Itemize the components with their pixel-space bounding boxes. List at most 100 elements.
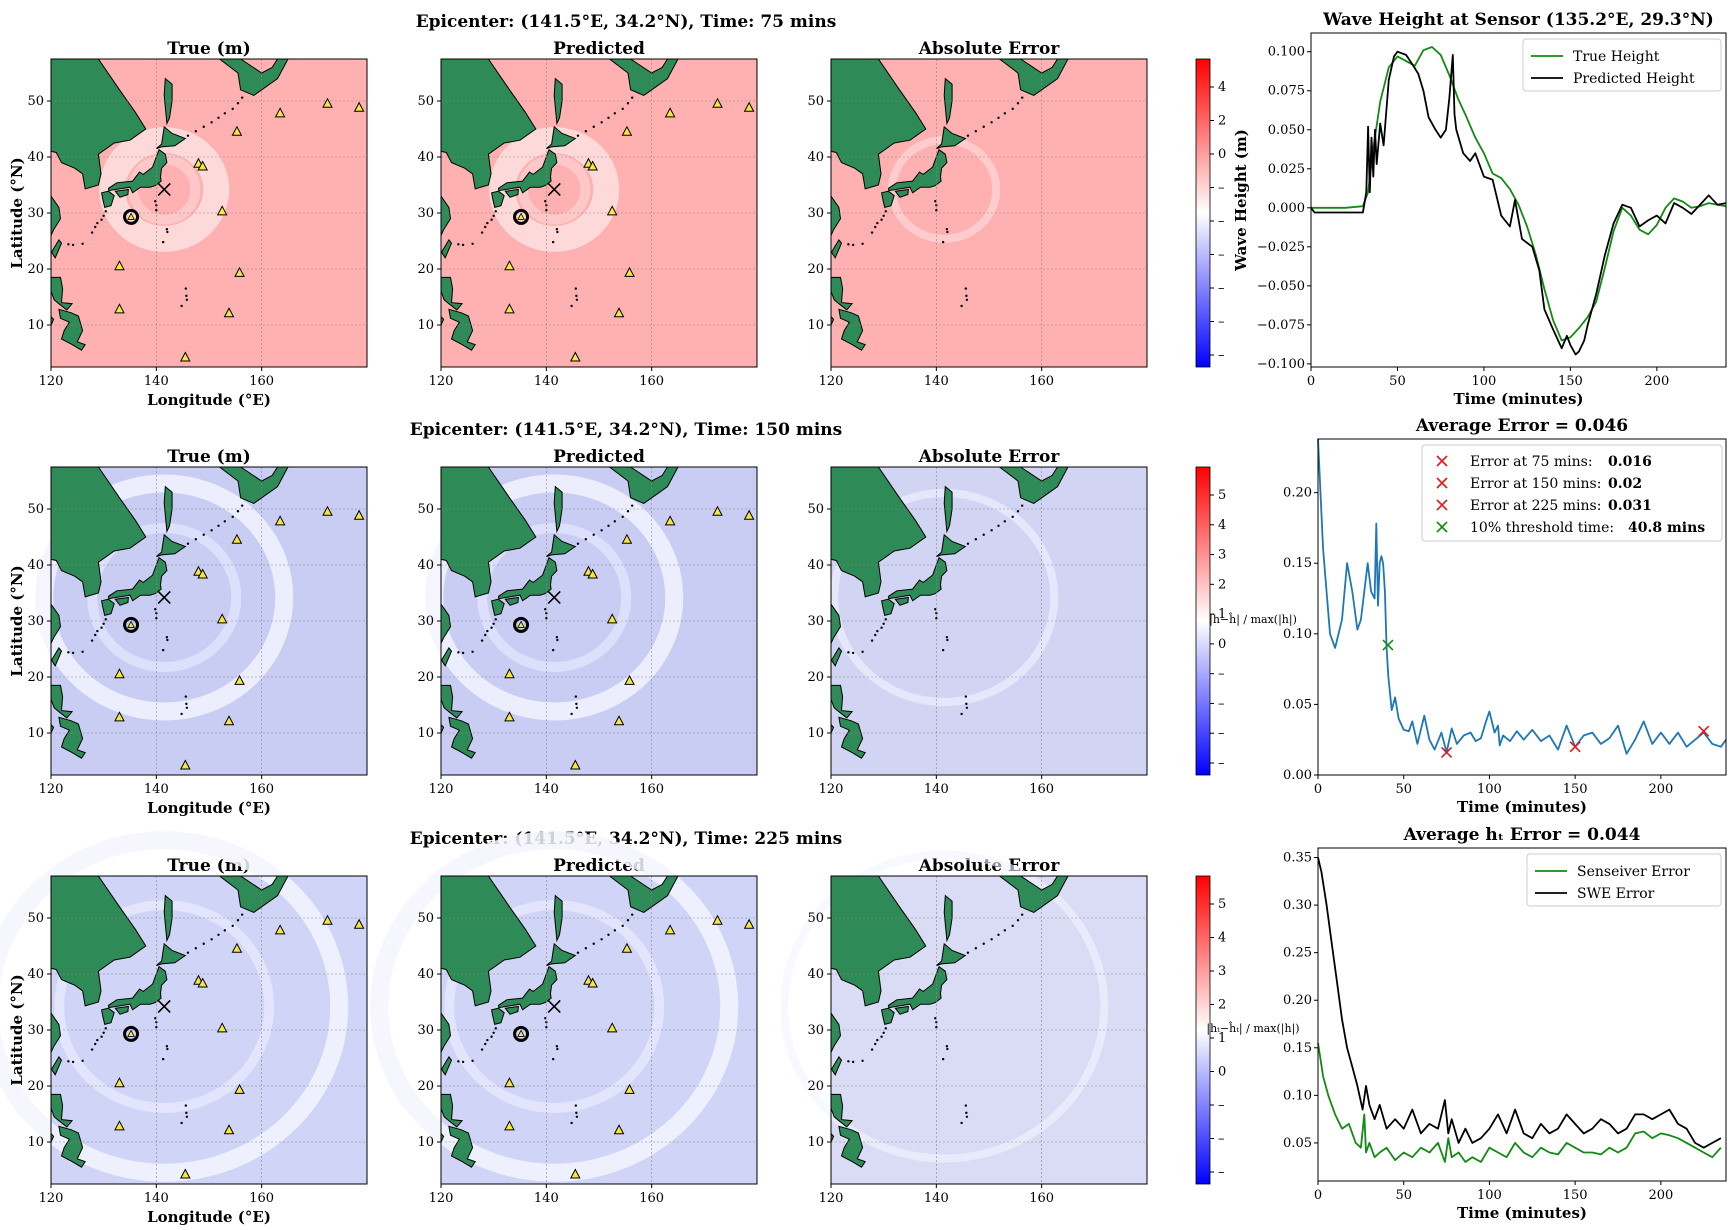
line-chart: Average hₜ Error = 0.044 0 50 100 150 200 0.05… — [1283, 825, 1727, 1222]
land-honshu — [107, 556, 168, 602]
island-dot — [96, 221, 99, 225]
colorbar-tick-label: – — [1218, 214, 1225, 229]
island-dot — [876, 221, 879, 225]
island-dot — [484, 225, 487, 229]
land-palawan — [441, 723, 445, 734]
land-borneo — [51, 748, 52, 765]
island-dot — [941, 648, 945, 652]
x-tick-label: 140 — [144, 1191, 169, 1206]
x-tick-label: 120 — [39, 374, 64, 389]
island-dot — [613, 929, 616, 932]
y-tick-label: 0.15 — [1283, 1041, 1312, 1056]
land-layer — [831, 59, 1069, 357]
island-dot — [492, 214, 495, 217]
island-dot — [486, 629, 489, 633]
y-tick-label: 0.10 — [1283, 1088, 1312, 1103]
island-dot — [613, 112, 616, 115]
colorbar-tick-label: – — [1218, 756, 1225, 771]
island-dot — [935, 209, 938, 212]
island-dot — [96, 629, 99, 633]
island-dot — [490, 626, 493, 629]
land-layer — [51, 467, 289, 765]
island-dot — [551, 648, 555, 652]
y-tick-label: 40 — [417, 558, 434, 573]
colorbar: 5 4 3 2 1 0 – – – – |h−ĥ| / max(|h|) — [1195, 466, 1297, 776]
wave-ring — [35, 474, 294, 721]
island-dot — [847, 651, 850, 654]
x-tick-label: 160 — [639, 782, 664, 797]
wave-ring — [370, 831, 739, 1182]
colorbar-tick-label: – — [1218, 1165, 1225, 1180]
island-dot — [600, 121, 603, 124]
island-dot — [155, 1026, 158, 1029]
colorbar-tick-label: – — [1218, 667, 1225, 682]
island-dot — [71, 1060, 75, 1064]
colorbar-tick-label: 0 — [1218, 637, 1226, 652]
island-dot — [186, 134, 190, 137]
island-dot — [884, 618, 887, 621]
land-luzon — [831, 684, 854, 719]
island-dot — [570, 304, 573, 308]
island-dot — [870, 231, 874, 234]
colorbar-tick-label: 1 — [1218, 607, 1226, 622]
plot-frame — [1310, 32, 1727, 368]
wave-ring — [0, 831, 349, 1182]
x-tick-label: 120 — [819, 782, 844, 797]
island-dot — [186, 951, 190, 954]
island-dot — [946, 1047, 949, 1051]
x-tick-label: 120 — [429, 782, 454, 797]
island-dot — [231, 515, 234, 519]
island-dot — [982, 942, 985, 945]
land-taiwan — [831, 239, 843, 259]
station-marker — [504, 1077, 515, 1088]
land-honshu — [887, 556, 948, 602]
island-dot — [946, 230, 949, 234]
land-luzon — [51, 1093, 74, 1128]
x-tick-label: 120 — [819, 374, 844, 389]
island-dot — [545, 203, 548, 207]
island-dot — [102, 622, 105, 625]
colorbar-tick-label: 2 — [1218, 114, 1226, 129]
island-dot — [960, 712, 963, 716]
island-dot — [1020, 504, 1024, 507]
x-tick-label: 160 — [639, 1191, 664, 1206]
island-dot — [154, 200, 157, 203]
island-dot — [584, 130, 588, 133]
island-dot — [166, 1047, 169, 1051]
x-tick-label: 140 — [534, 782, 559, 797]
y-tick-label: 50 — [807, 911, 824, 926]
station-marker — [664, 107, 676, 118]
chart-title: Average Error = 0.046 — [1415, 416, 1628, 436]
x-tick-label: 140 — [144, 782, 169, 797]
station-marker — [504, 303, 515, 314]
island-dot — [484, 633, 487, 637]
land-asia — [441, 876, 537, 1007]
colorbar-gradient — [1195, 466, 1211, 776]
colorbar-tick-label: – — [1218, 1132, 1225, 1147]
map-panel: Predicted 120 140 160 10 20 30 40 50 — [417, 447, 758, 797]
island-dot — [94, 633, 97, 637]
station-marker — [223, 715, 235, 726]
land-shikoku — [894, 188, 909, 198]
land-palawan — [51, 1132, 55, 1143]
station-marker — [216, 1022, 228, 1033]
land-china — [831, 195, 842, 236]
island-dot — [965, 294, 968, 298]
island-dot — [155, 1020, 158, 1024]
island-dot — [231, 107, 234, 111]
land-shikoku — [504, 596, 519, 606]
land-kyushu — [101, 1007, 115, 1026]
x-tick-label: 160 — [249, 782, 274, 797]
island-dot — [575, 298, 579, 301]
series-line — [1317, 857, 1722, 1149]
y-tick-label: 40 — [807, 150, 824, 165]
legend-marker — [1436, 477, 1448, 489]
station-marker — [274, 515, 286, 526]
land-kyushu — [491, 598, 505, 617]
colorbar-tick-label: 0 — [1218, 1065, 1226, 1080]
map-title: Absolute Error — [918, 39, 1061, 59]
island-dot — [236, 102, 240, 105]
island-dot — [184, 1104, 188, 1107]
station-marker — [621, 942, 633, 953]
island-dot — [861, 242, 864, 245]
